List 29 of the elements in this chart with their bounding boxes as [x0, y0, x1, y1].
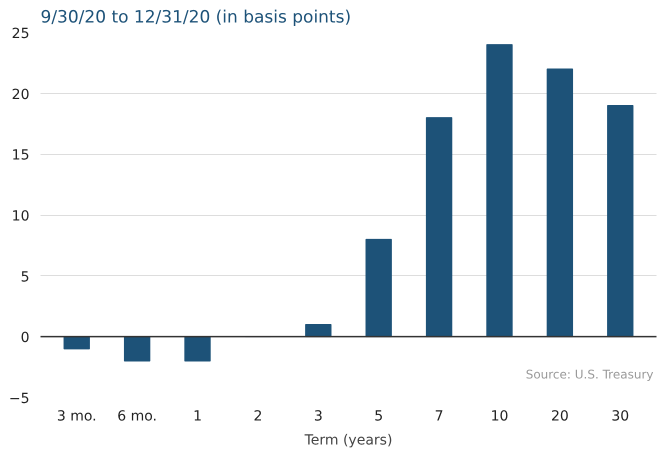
y-tick-label: 25 — [12, 26, 30, 42]
annotation: Source: U.S. Treasury — [526, 368, 654, 382]
y-tick-label: 5 — [20, 269, 30, 286]
y-tick-label: 20 — [12, 86, 30, 103]
bar — [607, 105, 634, 338]
x-tick-label: 1 — [193, 408, 202, 424]
y-tick-label: −5 — [8, 391, 30, 407]
bar — [184, 336, 211, 362]
x-axis-title: Term (years) — [304, 432, 392, 448]
x-tick-label: 3 — [314, 408, 323, 424]
x-tick-label: 2 — [253, 408, 262, 424]
x-tick-label: 20 — [550, 408, 569, 424]
y-tick-label: 0 — [20, 330, 30, 346]
x-tick-label: 3 mo. — [56, 408, 97, 424]
y-tick-label: 15 — [12, 148, 30, 164]
bar — [366, 238, 392, 338]
x-tick-label: 6 mo. — [117, 408, 158, 424]
bar — [305, 324, 332, 338]
y-tick-label: 10 — [12, 208, 30, 224]
bar — [426, 117, 452, 338]
x-tick-label: 30 — [611, 408, 630, 424]
bar — [124, 336, 150, 362]
x-tick-label: 10 — [490, 408, 508, 424]
x-tick-label: 7 — [434, 408, 444, 424]
x-tick-label: 5 — [374, 408, 384, 424]
bar — [486, 44, 513, 338]
chart-title: 9/30/20 to 12/31/20 (in basis points) — [40, 8, 352, 28]
bar — [64, 336, 90, 350]
bar — [546, 68, 574, 338]
